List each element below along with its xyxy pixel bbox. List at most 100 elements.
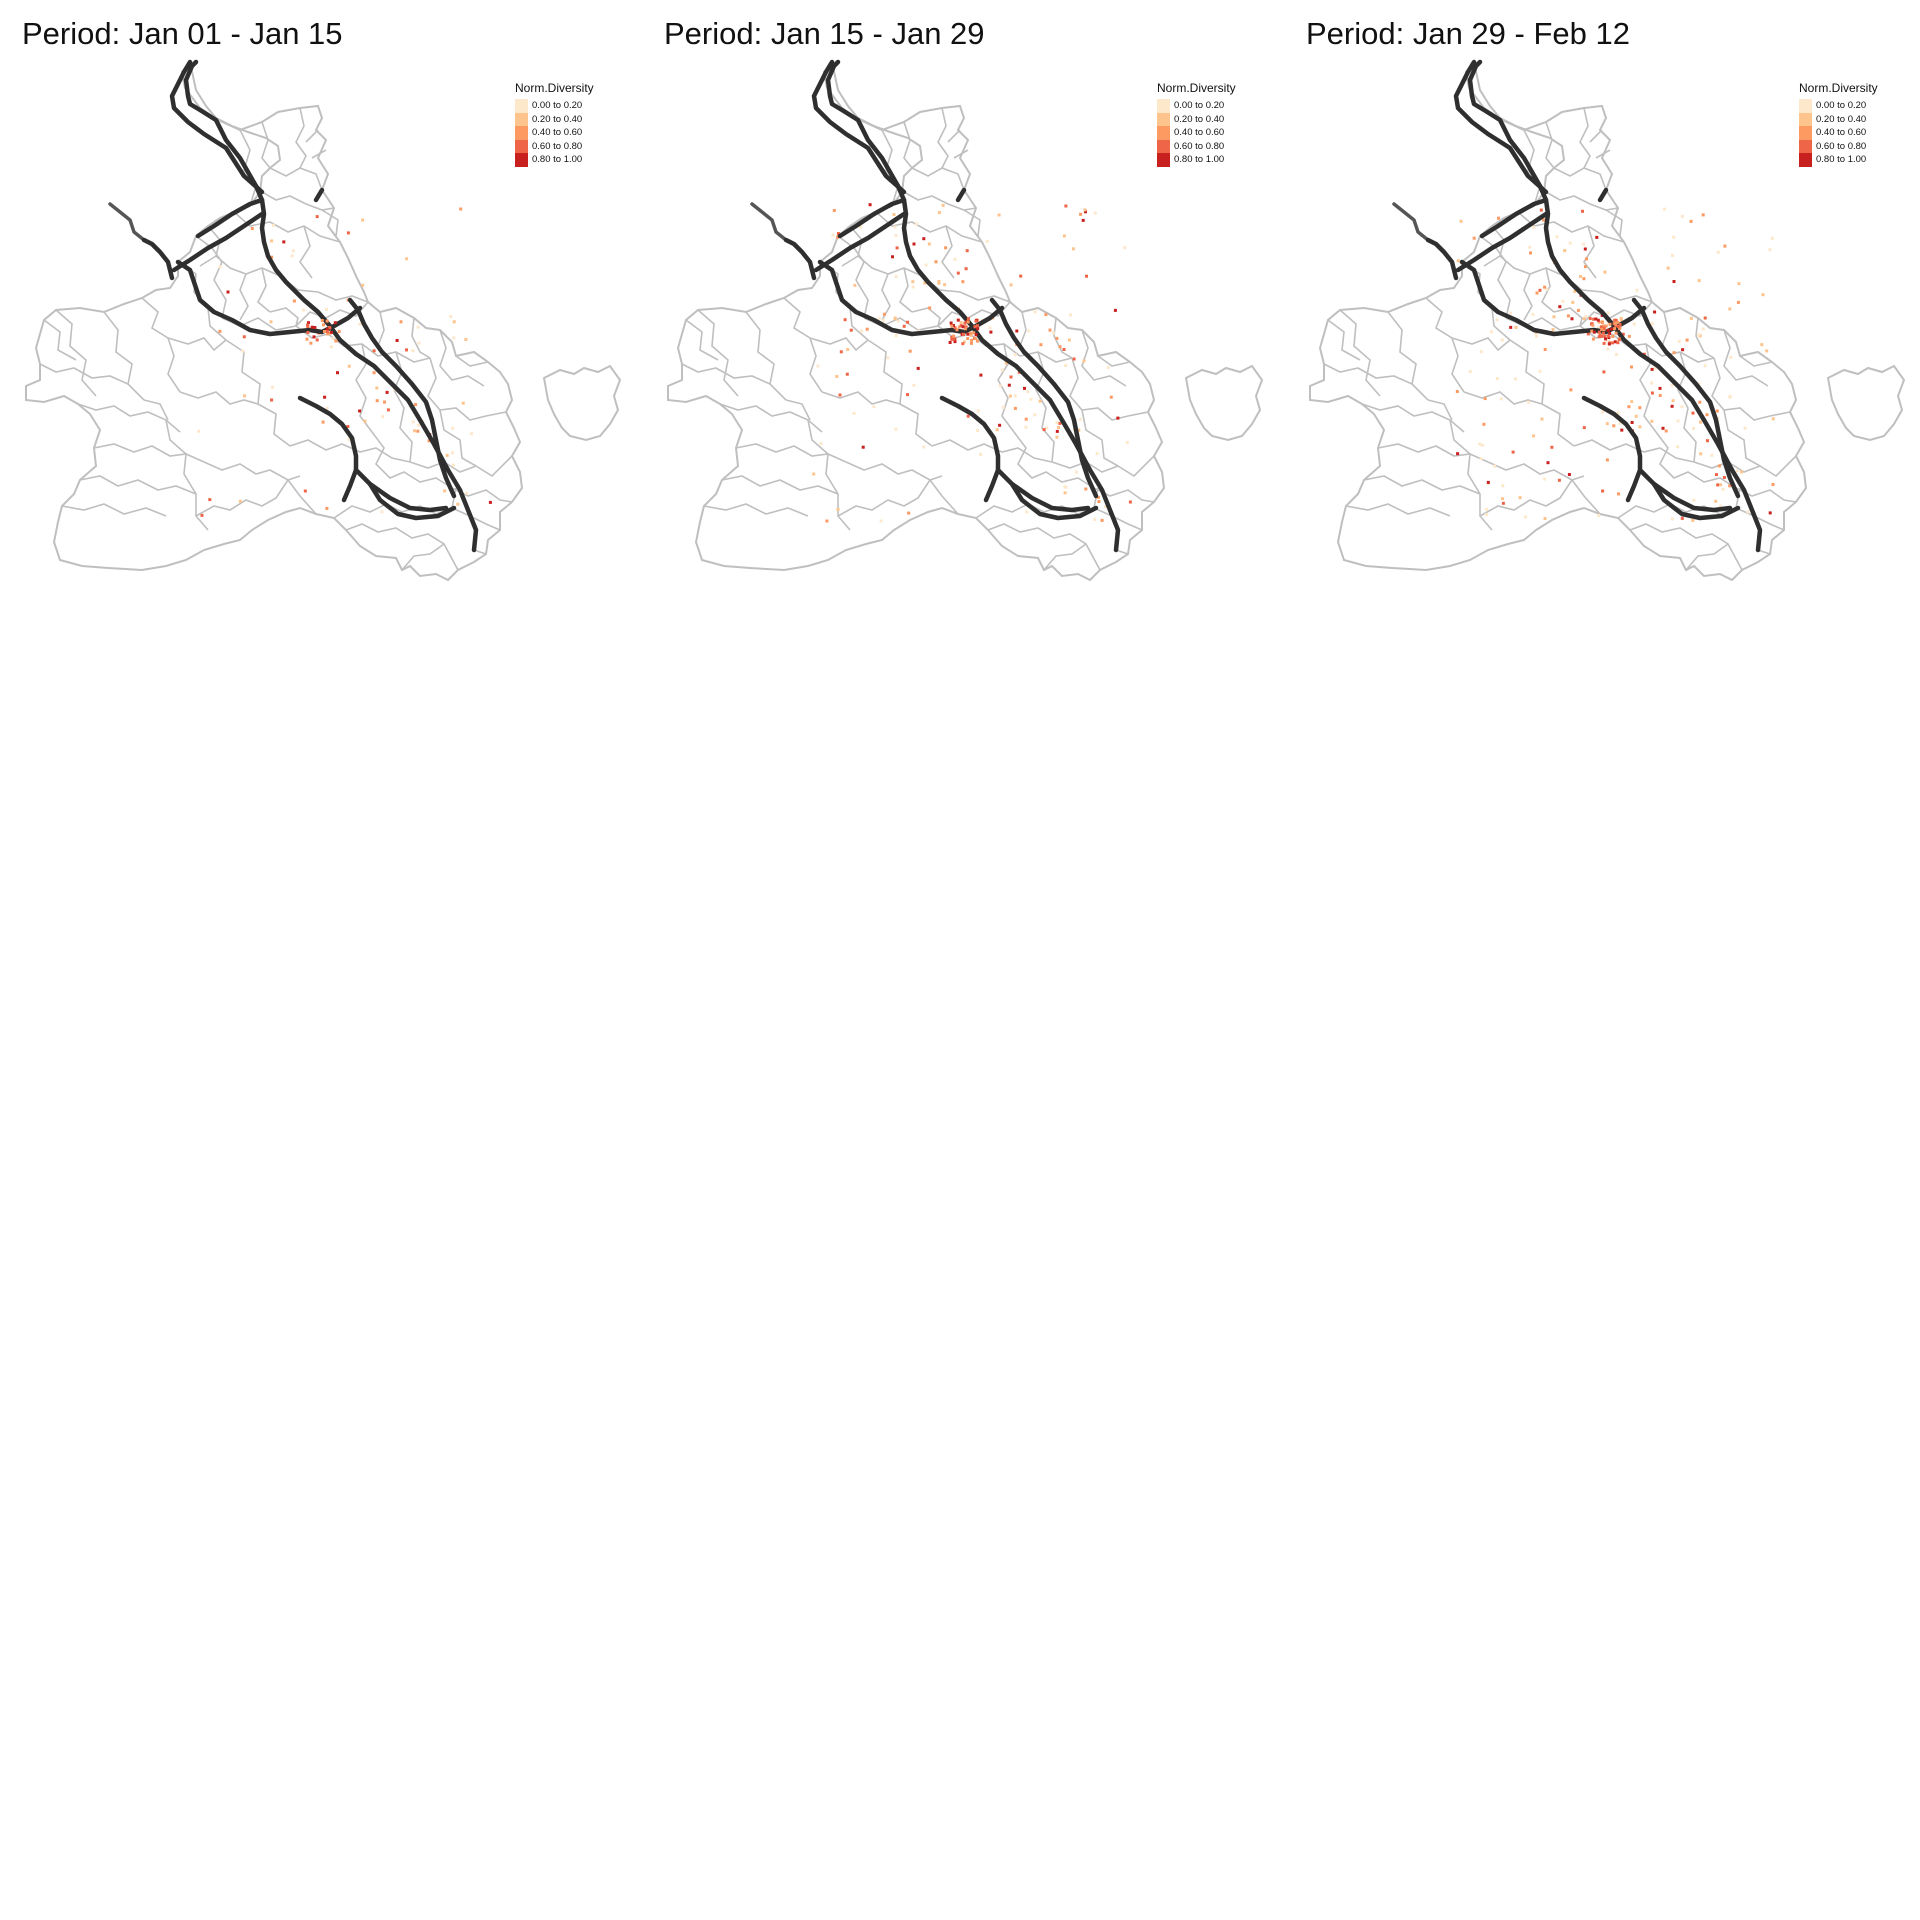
district-boundary [167, 337, 227, 352]
diversity-point [218, 329, 222, 333]
diversity-point [427, 439, 431, 443]
diversity-point [1663, 207, 1667, 211]
diversity-point [282, 240, 286, 244]
district-boundary [1097, 355, 1131, 367]
diversity-point [962, 332, 965, 336]
diversity-point [1558, 305, 1562, 309]
diversity-point [974, 319, 978, 323]
diversity-point [1617, 492, 1620, 496]
diversity-point [270, 398, 274, 402]
diversity-point [1650, 322, 1654, 326]
diversity-point [1486, 480, 1490, 484]
diversity-point [329, 345, 333, 349]
diversity-point [361, 283, 365, 287]
diversity-point [399, 320, 403, 324]
diversity-point [1576, 308, 1580, 312]
diversity-point [1743, 426, 1747, 430]
district-boundary [233, 211, 341, 243]
diversity-point [1008, 394, 1012, 398]
diversity-point [881, 318, 885, 322]
diversity-point [906, 320, 910, 324]
diversity-point [1590, 322, 1594, 326]
diversity-point [998, 423, 1002, 427]
diversity-point [816, 364, 820, 368]
region-boundary [25, 59, 524, 582]
diversity-point [966, 414, 970, 418]
diversity-point [302, 308, 305, 312]
diversity-point [1074, 470, 1078, 474]
diversity-point [305, 337, 309, 341]
diversity-point [1714, 499, 1718, 503]
diversity-point [923, 281, 927, 285]
map-canvas [667, 59, 1264, 582]
diversity-point [383, 400, 386, 404]
diversity-point [1472, 236, 1476, 240]
diversity-point [1546, 461, 1550, 465]
district-boundary [79, 475, 197, 495]
diversity-point [1680, 214, 1684, 218]
diversity-point [411, 349, 415, 353]
road [750, 202, 788, 242]
legend-swatch [1157, 99, 1170, 113]
diversity-point [927, 242, 931, 246]
diversity-point [1029, 397, 1033, 401]
diversity-point [974, 333, 978, 337]
diversity-point [907, 511, 911, 515]
road [783, 237, 817, 281]
diversity-point [1606, 328, 1610, 332]
district-boundary [1723, 409, 1761, 467]
district-boundary [1655, 431, 1737, 489]
diversity-point [333, 321, 337, 325]
diversity-point [934, 260, 938, 264]
diversity-point [1584, 315, 1588, 318]
diversity-point [1064, 485, 1068, 489]
diversity-point [1500, 338, 1504, 342]
diversity-point [1642, 352, 1646, 356]
diversity-point [1033, 310, 1037, 314]
district-boundary [1377, 443, 1489, 463]
district-boundary [987, 523, 1101, 571]
legend-item: 0.80 to 1.00 [515, 153, 594, 167]
district-boundary [1081, 409, 1119, 467]
legend-item: 0.20 to 0.40 [515, 112, 594, 126]
legend-label: 0.40 to 0.60 [1174, 127, 1225, 139]
legend-item: 0.20 to 0.40 [1799, 112, 1878, 126]
diversity-point [1531, 312, 1535, 316]
diversity-point [1532, 434, 1536, 438]
district-boundary [371, 431, 453, 489]
district-boundary [1595, 149, 1611, 159]
diversity-point [1456, 452, 1460, 456]
district-boundary [269, 307, 299, 327]
diversity-point [1729, 355, 1733, 359]
diversity-point [1606, 334, 1610, 338]
diversity-point [1627, 405, 1631, 409]
road [367, 481, 457, 521]
district-boundary [783, 297, 823, 393]
diversity-point [443, 489, 447, 493]
diversity-point [1566, 314, 1570, 318]
diversity-point [1543, 477, 1547, 481]
district-boundary [377, 311, 385, 347]
legend-item: 0.60 to 0.80 [1799, 139, 1878, 153]
diversity-point [865, 327, 869, 331]
diversity-point [452, 320, 456, 324]
diversity-point [1614, 331, 1618, 335]
district-boundary [1053, 317, 1073, 359]
diversity-point [1055, 435, 1059, 439]
district-boundary [199, 255, 217, 267]
diversity-point [1068, 313, 1072, 317]
diversity-point [1596, 326, 1600, 330]
diversity-point [1603, 270, 1607, 274]
diversity-point [1701, 213, 1705, 217]
legend-swatch [515, 99, 528, 113]
diversity-point [961, 342, 965, 346]
diversity-point [976, 428, 980, 432]
island-boundary [1826, 364, 1906, 442]
district-boundary [1013, 431, 1095, 489]
diversity-point [1771, 417, 1775, 421]
diversity-point [1550, 445, 1554, 449]
diversity-point [1490, 330, 1493, 334]
legend-label: 0.20 to 0.40 [532, 113, 583, 125]
diversity-point [1671, 399, 1675, 403]
legend-swatch [515, 112, 528, 126]
